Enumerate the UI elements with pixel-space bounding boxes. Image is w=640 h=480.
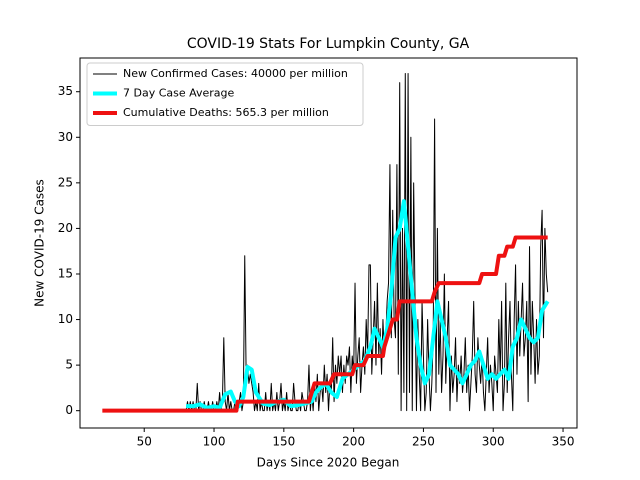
- y-tick-label: 20: [58, 221, 73, 235]
- x-tick-label: 250: [412, 435, 435, 449]
- x-tick-label: 150: [272, 435, 295, 449]
- x-tick-label: 100: [203, 435, 226, 449]
- y-tick-label: 35: [58, 84, 73, 98]
- chart-title: COVID-19 Stats For Lumpkin County, GA: [187, 36, 470, 52]
- legend-box: [86, 62, 364, 126]
- x-tick-label: 300: [482, 435, 505, 449]
- x-tick-label: 350: [552, 435, 575, 449]
- x-axis-label: Days Since 2020 Began: [257, 456, 400, 470]
- y-axis-label: New COVID-19 Cases: [33, 179, 47, 307]
- plot-frame: [79, 57, 578, 429]
- legend-label: 7 Day Case Average: [123, 87, 235, 100]
- y-tick-label: 30: [58, 130, 73, 144]
- y-tick-label: 25: [58, 175, 73, 189]
- y-tick-label: 10: [58, 312, 73, 326]
- series-line: [102, 235, 548, 413]
- legend-label: Cumulative Deaths: 565.3 per million: [123, 106, 329, 119]
- y-tick-label: 0: [65, 403, 73, 417]
- y-tick-label: 5: [65, 358, 73, 372]
- series-line: [186, 199, 550, 410]
- x-tick-label: 50: [137, 435, 152, 449]
- legend-label: New Confirmed Cases: 40000 per million: [123, 67, 348, 80]
- legend: New Confirmed Cases: 40000 per million 7 …: [86, 62, 364, 126]
- x-tick-label: 200: [342, 435, 365, 449]
- y-tick-label: 15: [58, 266, 73, 280]
